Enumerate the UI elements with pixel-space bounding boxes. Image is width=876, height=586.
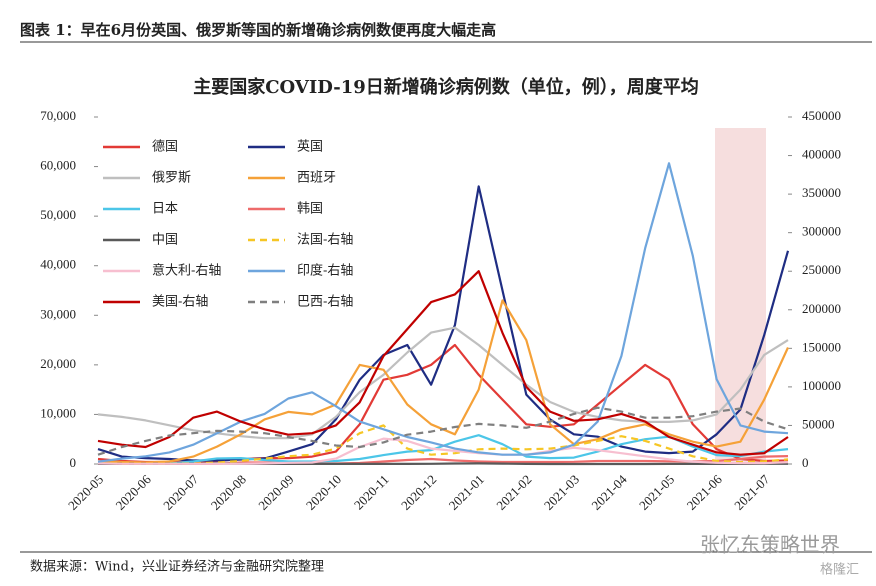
x-tick-label: 2020-06 [113, 471, 155, 513]
legend-label: 韩国 [297, 202, 323, 217]
legend-label: 俄罗斯 [152, 171, 191, 186]
figure-title: 图表 1：早在6月份英国、俄罗斯等国的新增确诊病例数便再度大幅走高 [20, 21, 496, 39]
y-tick-label: 0 [70, 455, 77, 470]
series-line [97, 299, 790, 464]
x-tick-label: 2021-05 [636, 472, 677, 513]
series-line [97, 185, 790, 462]
y2-tick-label: 350000 [802, 185, 841, 200]
y-tick-label: 20,000 [40, 356, 76, 371]
watermark: 张忆东策略世界 [700, 533, 840, 557]
y-tick-label: 10,000 [40, 405, 76, 420]
x-tick-label: 2020-09 [255, 472, 296, 513]
y-tick-label: 60,000 [40, 158, 76, 173]
series-line [97, 437, 789, 465]
x-tick-label: 2020-10 [303, 472, 344, 513]
y-tick-label: 50,000 [40, 207, 76, 222]
series-line [97, 424, 789, 465]
x-tick-label: 2021-02 [493, 472, 534, 513]
y2-tick-label: 250000 [802, 262, 841, 277]
x-tick-label: 2021-04 [588, 471, 630, 513]
legend-label: 意大利-右轴 [152, 263, 221, 279]
series-line [97, 406, 789, 456]
x-tick-label: 2020-08 [208, 472, 249, 513]
y-tick-label: 40,000 [40, 257, 76, 272]
legend-label: 中国 [152, 233, 178, 248]
y2-tick-label: 50000 [802, 416, 835, 431]
x-tick-label: 2021-01 [446, 472, 487, 513]
y2-tick-label: 0 [802, 455, 809, 470]
y2-tick-label: 450000 [802, 108, 841, 123]
chart-title: 主要国家COVID-19日新增确诊病例数（单位，例），周度平均 [193, 76, 699, 98]
y2-tick-label: 150000 [802, 339, 841, 354]
legend-label: 英国 [297, 140, 323, 155]
y-tick-label: 70,000 [40, 108, 76, 123]
legend-label: 德国 [152, 140, 178, 155]
x-tick-label: 2021-07 [731, 471, 773, 513]
legend-label: 西班牙 [297, 171, 336, 186]
x-tick-label: 2020-07 [160, 471, 202, 513]
x-tick-label: 2020-11 [351, 472, 392, 513]
y2-tick-label: 100000 [802, 378, 841, 393]
legend-label: 美国-右轴 [152, 295, 208, 310]
highlight-band [715, 128, 766, 464]
x-tick-label: 2021-06 [684, 471, 726, 513]
x-tick-label: 2021-03 [541, 472, 582, 513]
legend-label: 印度-右轴 [297, 263, 353, 279]
source-note: 数据来源：Wind，兴业证券经济与金融研究院整理 [30, 559, 324, 575]
series-line [97, 326, 789, 440]
series-line [97, 270, 789, 456]
y2-tick-label: 400000 [802, 147, 841, 162]
legend-label: 日本 [152, 202, 178, 217]
x-tick-label: 2020-12 [398, 472, 439, 513]
logo: 格隆汇 [820, 562, 859, 578]
legend-label: 法国-右轴 [297, 233, 353, 248]
x-tick-label: 2020-05 [65, 472, 106, 513]
legend-label: 巴西-右轴 [297, 295, 353, 310]
y2-tick-label: 300000 [802, 224, 841, 239]
series-line [97, 162, 789, 463]
y2-tick-label: 200000 [802, 301, 841, 316]
y-tick-label: 30,000 [40, 306, 76, 321]
